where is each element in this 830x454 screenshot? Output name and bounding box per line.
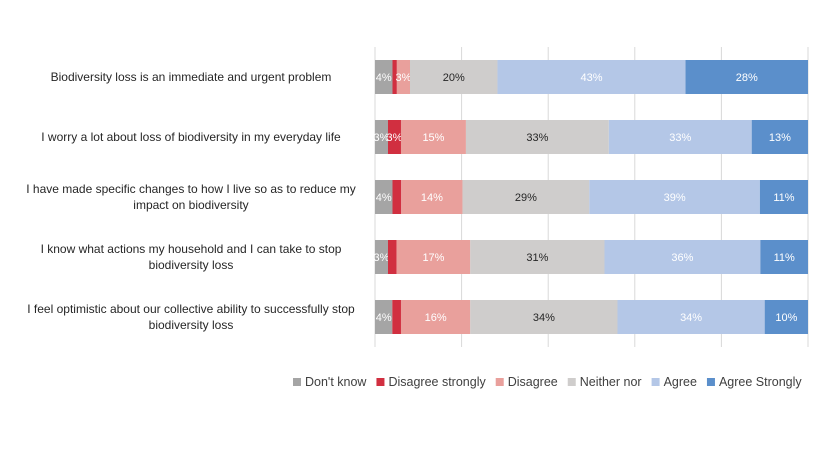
data-label: 43% <box>580 72 602 84</box>
legend-swatch <box>651 378 660 386</box>
data-label: 34% <box>533 312 555 324</box>
bar-segment <box>589 180 760 214</box>
category-label: I know what actions my household and I c… <box>41 242 342 272</box>
category-label: I feel optimistic about our collective a… <box>27 302 355 332</box>
category-label-line: I have made specific changes to how I li… <box>26 182 356 196</box>
data-label: 29% <box>515 192 537 204</box>
bar-segment <box>617 300 765 334</box>
data-label: 15% <box>422 132 444 144</box>
data-label: 11% <box>774 252 795 264</box>
legend-label: Don't know <box>305 375 367 389</box>
category-label: I worry a lot about loss of biodiversity… <box>41 130 341 144</box>
bar-segment <box>375 60 393 94</box>
category-labels: Biodiversity loss is an immediate and ur… <box>26 70 356 332</box>
category-label-line: I feel optimistic about our collective a… <box>27 302 355 316</box>
legend-swatch <box>495 378 504 386</box>
bar-segment <box>604 240 761 274</box>
bars: 4% 3% 20% 43% 28%3%3% 15% 33% 33% 13%4% 14% 29% 39%… <box>374 60 808 334</box>
bar-segment <box>470 300 618 334</box>
legend-label: Agree <box>664 375 697 389</box>
bar-segment <box>375 240 388 274</box>
data-label: 4% <box>376 72 392 84</box>
legend-swatch <box>706 378 715 386</box>
bar-segment <box>392 60 397 94</box>
legend-swatch <box>376 378 385 386</box>
legend-swatch <box>567 378 576 386</box>
bar-segment <box>759 180 808 214</box>
data-label: 13% <box>769 132 791 144</box>
data-label: 39% <box>664 192 686 204</box>
data-label: 3% <box>387 132 403 144</box>
bar-segment <box>465 120 609 154</box>
bar-segment <box>392 300 401 334</box>
category-label-line: impact on biodiversity <box>133 198 248 212</box>
category-label: Biodiversity loss is an immediate and ur… <box>51 70 332 84</box>
legend-label: Agree Strongly <box>719 375 802 389</box>
bar-segment <box>375 120 388 154</box>
data-label: 34% <box>680 312 702 324</box>
bar-segment <box>400 300 471 334</box>
data-label: 3% <box>395 72 411 84</box>
bar-segment <box>400 120 466 154</box>
data-label: 3% <box>374 132 390 144</box>
data-label: 11% <box>773 192 794 204</box>
bar-segment <box>375 300 393 334</box>
bar-segment <box>409 60 498 94</box>
data-label: 33% <box>669 132 691 144</box>
data-label: 10% <box>775 312 797 324</box>
bar-segment <box>760 240 808 274</box>
data-label: 17% <box>422 252 444 264</box>
category-label: I have made specific changes to how I li… <box>26 182 356 212</box>
legend-swatch <box>293 378 301 386</box>
bar-segment <box>497 60 686 94</box>
bar-segment <box>396 240 471 274</box>
bar-segment <box>387 240 397 274</box>
bar-segment <box>764 300 808 334</box>
category-label-line: Biodiversity loss is an immediate and ur… <box>51 70 332 84</box>
legend-label: Disagree strongly <box>388 375 486 389</box>
data-label: 36% <box>671 252 693 264</box>
data-label: 14% <box>421 192 443 204</box>
data-label: 4% <box>376 312 392 324</box>
legend: Don't know Disagree strongly Disagree Neith… <box>293 375 802 389</box>
bar-segment <box>375 180 393 214</box>
data-label: 20% <box>443 72 465 84</box>
category-label-line: I worry a lot about loss of biodiversity… <box>41 130 341 144</box>
data-label: 31% <box>526 252 548 264</box>
bar-segment <box>751 120 808 154</box>
data-label: 16% <box>425 312 447 324</box>
bar-segment <box>392 180 402 214</box>
bar-segment <box>387 120 401 154</box>
bar-segment <box>396 60 410 94</box>
bar-segment <box>462 180 590 214</box>
bar-segment <box>608 120 752 154</box>
category-label-line: biodiversity loss <box>149 258 234 272</box>
data-label: 3% <box>374 252 390 264</box>
data-label: 33% <box>526 132 548 144</box>
bar-segment <box>470 240 605 274</box>
category-label-line: biodiversity loss <box>149 318 234 332</box>
category-label-line: I know what actions my household and I c… <box>41 242 342 256</box>
data-label: 28% <box>736 72 758 84</box>
data-label: 4% <box>376 192 392 204</box>
bar-segment <box>401 180 463 214</box>
legend-label: Disagree <box>508 375 558 389</box>
bar-segment <box>685 60 808 94</box>
legend-label: Neither nor <box>580 375 642 389</box>
